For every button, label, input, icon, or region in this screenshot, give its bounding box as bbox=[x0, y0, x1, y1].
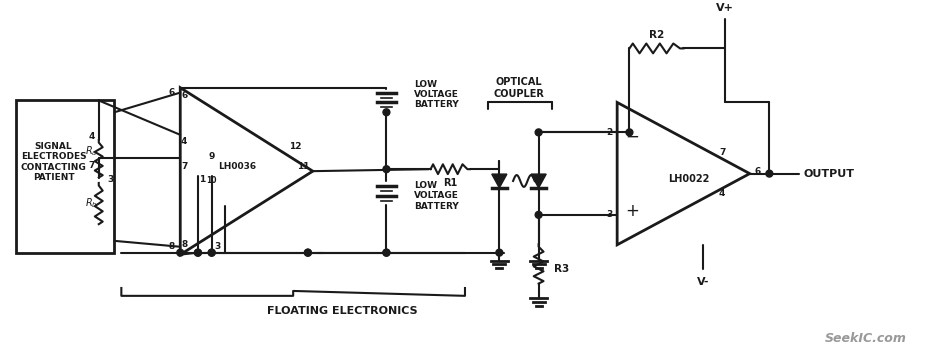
Text: LOW
VOLTAGE
BATTERY: LOW VOLTAGE BATTERY bbox=[413, 80, 458, 110]
Circle shape bbox=[195, 249, 201, 256]
Text: 3: 3 bbox=[605, 210, 612, 219]
Circle shape bbox=[765, 170, 772, 177]
Text: 11: 11 bbox=[297, 162, 309, 171]
Text: $R_a$: $R_a$ bbox=[84, 144, 97, 158]
Text: 7: 7 bbox=[718, 147, 725, 157]
Circle shape bbox=[195, 249, 201, 256]
Text: 6: 6 bbox=[168, 88, 174, 97]
Text: R3: R3 bbox=[553, 264, 569, 274]
Circle shape bbox=[304, 249, 311, 256]
Text: 2: 2 bbox=[605, 128, 612, 137]
Text: 6: 6 bbox=[754, 167, 760, 176]
Circle shape bbox=[383, 166, 389, 173]
Text: 6: 6 bbox=[181, 91, 187, 100]
Text: 1: 1 bbox=[198, 174, 205, 183]
Circle shape bbox=[383, 109, 389, 116]
Circle shape bbox=[383, 249, 389, 256]
Circle shape bbox=[383, 249, 389, 256]
Text: FLOATING ELECTRONICS: FLOATING ELECTRONICS bbox=[267, 305, 417, 316]
Circle shape bbox=[208, 249, 215, 256]
Text: 3: 3 bbox=[108, 175, 113, 185]
Polygon shape bbox=[180, 88, 312, 254]
Text: 4: 4 bbox=[718, 189, 725, 198]
Text: V+: V+ bbox=[716, 3, 733, 13]
Text: 8: 8 bbox=[181, 240, 187, 249]
Text: 12: 12 bbox=[288, 142, 301, 151]
Text: −: − bbox=[624, 127, 638, 145]
Text: R1: R1 bbox=[443, 178, 457, 188]
Text: LOW
VOLTAGE
BATTERY: LOW VOLTAGE BATTERY bbox=[413, 181, 458, 211]
Text: 7: 7 bbox=[89, 161, 95, 170]
Text: SeekIC.com: SeekIC.com bbox=[824, 332, 906, 345]
Text: R2: R2 bbox=[648, 30, 664, 40]
Text: V-: V- bbox=[696, 277, 709, 287]
Text: $R_b$: $R_b$ bbox=[84, 197, 97, 210]
Circle shape bbox=[495, 249, 502, 256]
Circle shape bbox=[535, 211, 541, 218]
Polygon shape bbox=[616, 102, 749, 245]
Text: +: + bbox=[624, 202, 638, 220]
Polygon shape bbox=[530, 174, 546, 188]
Text: 10: 10 bbox=[206, 177, 217, 186]
Circle shape bbox=[304, 249, 311, 256]
Bar bbox=[17, 100, 114, 253]
Circle shape bbox=[626, 129, 632, 136]
Text: LH0036: LH0036 bbox=[218, 162, 256, 171]
Circle shape bbox=[177, 249, 184, 256]
Polygon shape bbox=[491, 174, 506, 188]
Text: 3: 3 bbox=[214, 242, 221, 251]
Circle shape bbox=[535, 129, 541, 136]
Text: 7: 7 bbox=[181, 162, 187, 171]
Text: 8: 8 bbox=[168, 242, 174, 251]
Text: LH0022: LH0022 bbox=[667, 174, 708, 183]
Text: 9: 9 bbox=[209, 152, 215, 161]
Text: 4: 4 bbox=[89, 132, 95, 141]
Text: OPTICAL
COUPLER: OPTICAL COUPLER bbox=[493, 77, 544, 99]
Text: SIGNAL
ELECTRODES
CONTACTING
PATIENT: SIGNAL ELECTRODES CONTACTING PATIENT bbox=[20, 142, 86, 182]
Text: OUTPUT: OUTPUT bbox=[803, 169, 854, 179]
Circle shape bbox=[208, 249, 215, 256]
Text: 4: 4 bbox=[181, 137, 187, 146]
